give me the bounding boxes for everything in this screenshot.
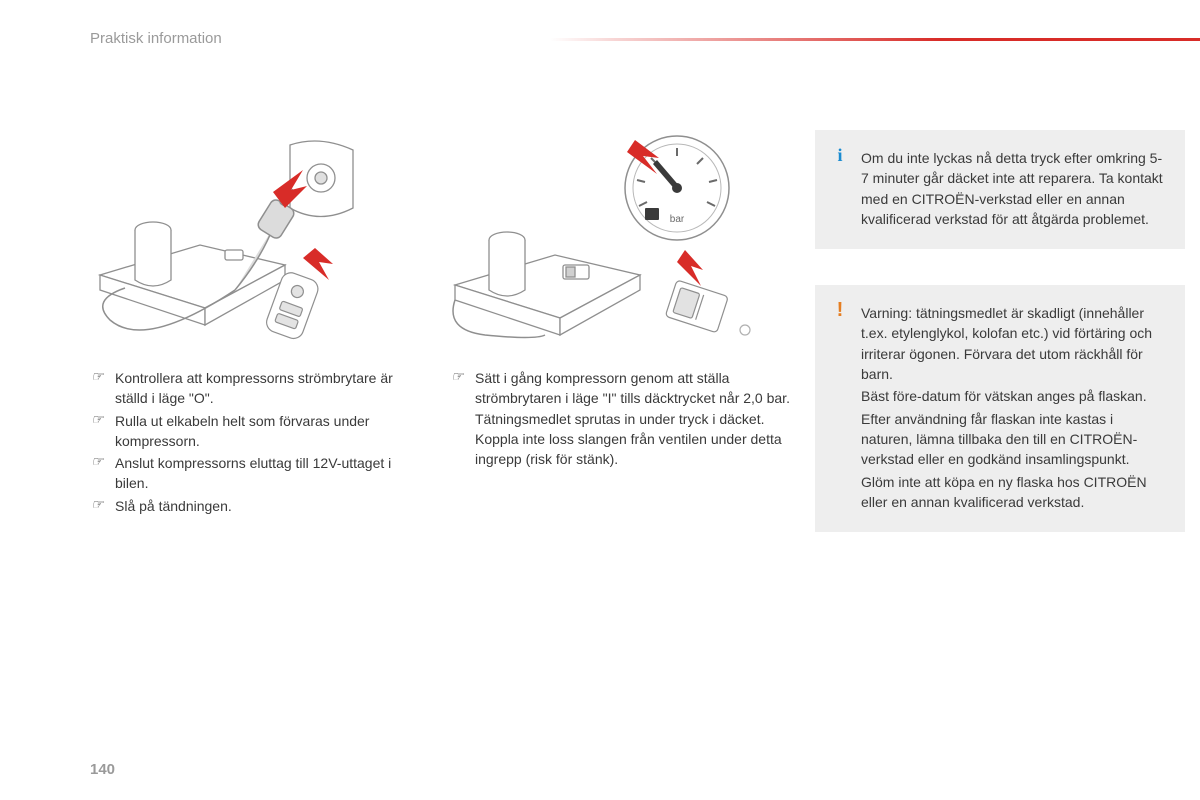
list-marker-icon: ☞ — [91, 453, 115, 494]
info-text: Om du inte lyckas nå detta tryck efter o… — [861, 148, 1163, 229]
list-item: ☞ Anslut kompressorns eluttag till 12V-u… — [85, 453, 425, 494]
list-marker-icon: ☞ — [91, 496, 115, 516]
list-item: ☞ Slå på tändningen. — [85, 496, 425, 516]
right-column: i Om du inte lyckas nå detta tryck efter… — [815, 130, 1185, 568]
list-marker-icon: ☞ — [91, 368, 115, 409]
list-item: ☞ Rulla ut elkabeln helt som förvaras un… — [85, 411, 425, 452]
list-marker-icon: ☞ — [451, 368, 475, 469]
list-item: ☞ Sätt i gång kompressorn genom att stäl… — [445, 368, 795, 469]
header-accent-line — [550, 38, 1200, 41]
list-item: ☞ Kontrollera att kompressorns strömbryt… — [85, 368, 425, 409]
middle-instructions: ☞ Sätt i gång kompressorn genom att stäl… — [445, 368, 795, 469]
instruction-text: Anslut kompressorns eluttag till 12V-utt… — [115, 453, 425, 494]
warning-text: Glöm inte att köpa en ny flaska hos CITR… — [861, 472, 1163, 513]
warning-icon: ! — [831, 301, 849, 319]
page-number: 140 — [90, 761, 115, 778]
instruction-text: Kontrollera att kompressorns strömbrytar… — [115, 368, 425, 409]
warning-text: Varning: tätningsmedlet är skadligt (inn… — [861, 303, 1163, 384]
instruction-text: Slå på tändningen. — [115, 496, 425, 516]
svg-text:bar: bar — [670, 214, 685, 225]
figure-compressor-gauge: bar — [445, 130, 755, 350]
warning-box: ! Varning: tätningsmedlet är skadligt (i… — [815, 285, 1185, 532]
list-marker-icon: ☞ — [91, 411, 115, 452]
warning-text: Bäst före-datum för vätskan anges på fla… — [861, 386, 1163, 406]
left-instructions: ☞ Kontrollera att kompressorns strömbryt… — [85, 368, 425, 516]
left-column: ☞ Kontrollera att kompressorns strömbryt… — [85, 130, 425, 568]
instruction-text: Rulla ut elkabeln helt som förvaras unde… — [115, 411, 425, 452]
info-icon: i — [831, 146, 849, 164]
warning-text: Efter användning får flaskan inte kastas… — [861, 409, 1163, 470]
info-box: i Om du inte lyckas nå detta tryck efter… — [815, 130, 1185, 249]
section-header: Praktisk information — [90, 30, 222, 47]
middle-column: bar ☞ Sätt i gå — [445, 130, 795, 568]
instruction-text: Sätt i gång kompressorn genom att ställa… — [475, 368, 795, 469]
figure-compressor-plug — [85, 130, 395, 350]
content-grid: ☞ Kontrollera att kompressorns strömbryt… — [85, 130, 1175, 568]
